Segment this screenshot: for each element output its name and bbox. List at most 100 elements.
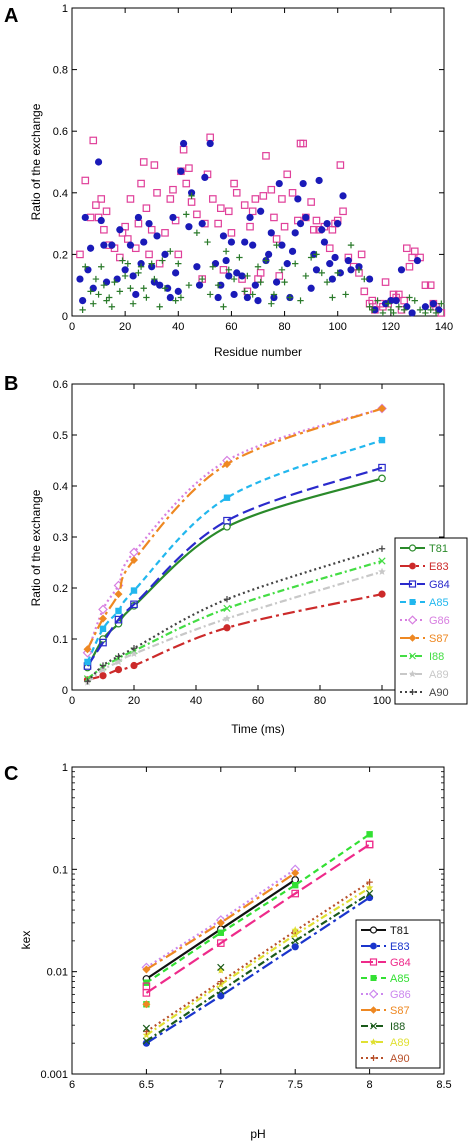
panel-a-point	[92, 201, 100, 209]
legend-label-s87: S87	[390, 1005, 410, 1017]
panel-c-extra-point-g84	[365, 840, 374, 849]
panel-a-point	[288, 247, 297, 255]
panel-a-point	[153, 232, 161, 240]
panel-a-point	[132, 290, 140, 299]
panel-a-point	[127, 285, 134, 292]
panel-a-point	[312, 266, 321, 274]
panel-a-point	[240, 201, 249, 209]
legend-marker-a85	[409, 599, 416, 605]
panel-a-ytick-label: 1	[62, 3, 68, 15]
panel-a-point	[206, 133, 214, 142]
panel-c-xtick-label: 7	[218, 1079, 224, 1091]
panel-b-point-e83	[114, 666, 123, 674]
panel-a-point	[331, 253, 339, 262]
panel-a-point	[326, 260, 334, 268]
panel-a-point	[426, 281, 435, 290]
panel-c-point-a85	[366, 831, 373, 838]
panel-a-ytick-label: 0.4	[53, 188, 68, 200]
panel-c-point-e83	[366, 893, 374, 902]
panel-a-point	[339, 207, 347, 216]
panel-a-point	[161, 229, 169, 237]
panel-a: A 0 20 40 60 80 100 120 140 0 0.2 0.4 0.6 0.8 1 Resid…	[4, 3, 453, 359]
legend-marker-g84	[369, 958, 378, 966]
panel-a-point	[270, 291, 278, 298]
panel-a-xtick-label: 0	[69, 321, 75, 333]
panel-a-point	[347, 241, 355, 249]
panel-c-ytick-label: 0.01	[47, 967, 68, 979]
panel-a-point	[361, 275, 368, 283]
legend-marker-s87	[408, 634, 417, 642]
panel-a-point	[199, 275, 206, 283]
panel-c-point-i88	[217, 987, 225, 995]
panel-a-point	[280, 222, 289, 231]
panel-c-series-line-e83	[145, 896, 371, 1045]
panel-b-xtick-label: 100	[373, 695, 391, 707]
panel-a-point	[151, 275, 158, 283]
panel-a-point	[275, 179, 283, 188]
panel-b-ytick-label: 0.4	[53, 481, 68, 493]
panel-a-point	[137, 179, 145, 188]
panel-a-point	[395, 303, 403, 310]
panel-b-axes: 02040608010012000.10.20.30.40.50.6	[53, 379, 453, 707]
panel-a-point	[134, 213, 143, 222]
panel-b: B 02040608010012000.10.20.30.40.50.6 Tim…	[4, 373, 468, 736]
panel-b-point-i88	[378, 557, 386, 565]
legend-label-e83: E83	[429, 561, 449, 573]
panel-a-marks	[76, 133, 446, 317]
panel-a-point	[236, 254, 243, 261]
panel-a-point	[175, 260, 182, 267]
panel-a-point	[360, 287, 369, 296]
panel-a-point	[121, 222, 129, 231]
panel-a-point	[206, 291, 214, 298]
panel-a-point	[211, 260, 220, 268]
panel-a-point	[140, 238, 148, 246]
panel-a-point	[435, 306, 443, 314]
panel-a-point	[193, 210, 201, 219]
panel-b-series-line-g84	[86, 466, 383, 667]
panel-b-point-a85	[99, 625, 107, 632]
panel-c-marks	[141, 831, 374, 1047]
panel-b-point-e83	[99, 672, 107, 680]
panel-a-point	[129, 272, 137, 280]
panel-a-ytick-label: 0.6	[53, 126, 68, 138]
panel-a-point	[209, 263, 217, 270]
panel-a-point	[257, 278, 264, 286]
panel-a-point	[108, 303, 116, 310]
panel-a-point	[193, 263, 201, 271]
panel-a-point	[405, 262, 414, 271]
panel-a-point	[397, 266, 406, 274]
panel-a-point	[84, 266, 92, 274]
panel-b-point-a90	[84, 678, 91, 685]
panel-a-point	[267, 229, 275, 237]
panel-a-point	[400, 306, 408, 314]
panel-a-point	[323, 220, 331, 228]
panel-b-series-line-s87	[86, 407, 383, 650]
panel-a-point	[278, 241, 286, 249]
panel-a-xtick-label: 60	[225, 321, 237, 333]
panel-a-point	[76, 250, 84, 259]
panel-c-point-a89	[291, 930, 299, 938]
panel-a-point	[427, 306, 434, 314]
panel-a-point	[116, 288, 124, 295]
panel-c-point-a90	[217, 978, 224, 985]
panel-a-point	[421, 303, 429, 311]
panel-b-point-e83	[223, 624, 231, 632]
panel-a-point	[251, 195, 260, 203]
panel-a-point	[278, 195, 286, 203]
panel-label-b: B	[4, 373, 18, 395]
panel-b-point-a85	[130, 587, 138, 594]
panel-a-point	[248, 207, 257, 216]
panel-b-xtick-label: 40	[190, 695, 202, 707]
panel-a-point	[336, 161, 345, 169]
panel-a-ylabel: Ratio of the exchange	[29, 103, 43, 220]
panel-b-point-a89	[114, 657, 123, 666]
panel-a-point	[182, 179, 191, 188]
panel-a-point	[204, 238, 211, 246]
panel-b-point-a85	[115, 607, 122, 615]
panel-a-point	[390, 309, 397, 317]
legend-label-a90: A90	[429, 687, 449, 699]
panel-a-point	[224, 207, 233, 216]
panel-b-ylabel: Ratio of the exchange	[29, 489, 43, 606]
panel-a-point	[227, 229, 236, 237]
panel-a-xtick-label: 120	[382, 321, 400, 333]
